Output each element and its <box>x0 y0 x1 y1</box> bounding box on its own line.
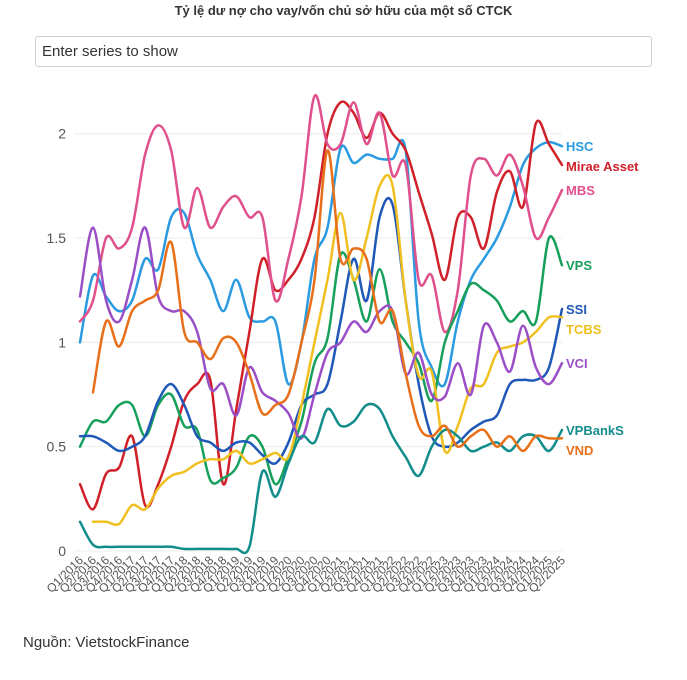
series-label-vnd: VND <box>566 443 593 458</box>
series-line-vps[interactable] <box>78 235 564 486</box>
source-note: Nguồn: VietstockFinance <box>23 634 190 651</box>
series-label-mbs: MBS <box>566 183 595 198</box>
chart-title: Tỷ lệ dư nợ cho vay/vốn chủ sở hữu của m… <box>174 3 513 18</box>
y-tick-label: 0 <box>58 543 66 559</box>
series-line-mirae-asset[interactable] <box>78 100 564 511</box>
y-tick-label: 1.5 <box>47 230 67 246</box>
line-chart: 0 0.5 1 1.5 2 Q1/2016Q2/2016Q3/2016Q4/2016Q1… <box>44 94 639 596</box>
series-label-vpbanks: VPBankS <box>566 423 624 438</box>
series-label-vci: VCI <box>566 356 588 371</box>
y-tick-label: 0.5 <box>47 439 67 455</box>
series-line-mbs[interactable] <box>78 94 564 334</box>
series-label-hsc: HSC <box>566 139 594 154</box>
series-lines[interactable] <box>78 94 564 555</box>
series-line-tcbs[interactable] <box>91 173 564 527</box>
series-line-vci[interactable] <box>78 226 564 440</box>
series-line-hsc[interactable] <box>78 138 564 388</box>
series-line-vnd[interactable] <box>91 149 564 453</box>
y-axis-ticks: 0 0.5 1 1.5 2 <box>47 126 67 559</box>
series-line-vpbanks[interactable] <box>78 402 564 555</box>
series-search-input[interactable] <box>35 36 652 67</box>
y-tick-label: 1 <box>58 334 66 350</box>
series-label-mirae-asset: Mirae Asset <box>566 159 639 174</box>
grid-lines <box>74 133 562 552</box>
series-labels: HSC Mirae Asset MBS VPS SSI TCBS VCI VPBankS VND <box>566 139 639 458</box>
series-label-ssi: SSI <box>566 302 587 317</box>
series-line-ssi[interactable] <box>78 197 564 466</box>
y-tick-label: 2 <box>58 126 66 142</box>
x-axis-ticks: Q1/2016Q2/2016Q3/2016Q4/2016Q1/2017Q2/20… <box>44 553 569 596</box>
series-label-tcbs: TCBS <box>566 322 602 337</box>
series-label-vps: VPS <box>566 258 592 273</box>
